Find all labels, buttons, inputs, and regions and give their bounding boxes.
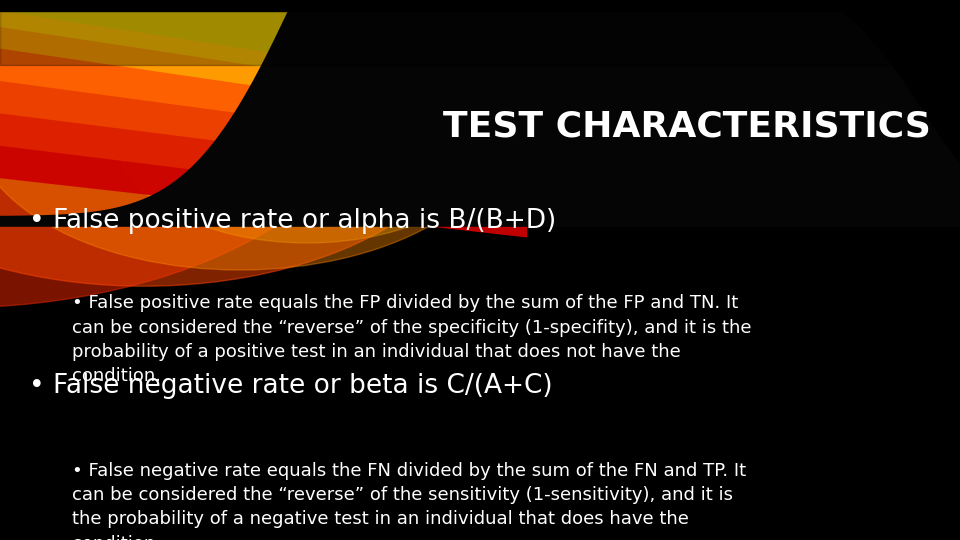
Circle shape [0,0,480,286]
Polygon shape [366,11,719,56]
Polygon shape [366,39,719,82]
Text: • False positive rate or alpha is B/(B+D): • False positive rate or alpha is B/(B+D… [29,208,556,234]
Text: • False negative rate equals the FN divided by the sum of the FN and TP. It
can : • False negative rate equals the FN divi… [72,462,746,540]
Polygon shape [0,0,527,238]
Polygon shape [529,7,816,33]
Polygon shape [529,18,816,44]
Polygon shape [0,0,527,126]
Polygon shape [366,0,719,40]
Text: • False negative rate or beta is C/(A+C): • False negative rate or beta is C/(A+C) [29,373,552,399]
Polygon shape [0,0,527,152]
Polygon shape [0,0,527,92]
Polygon shape [0,0,527,211]
Polygon shape [0,0,960,11]
Text: TEST CHARACTERISTICS: TEST CHARACTERISTICS [444,110,931,144]
Polygon shape [366,23,719,66]
Polygon shape [0,0,960,227]
Text: • False positive rate equals the FP divided by the sum of the FP and TN. It
can : • False positive rate equals the FP divi… [72,294,752,385]
Polygon shape [0,0,527,107]
Circle shape [115,27,499,243]
Circle shape [0,0,509,270]
Polygon shape [0,0,527,180]
Circle shape [0,0,384,308]
Polygon shape [0,0,960,65]
